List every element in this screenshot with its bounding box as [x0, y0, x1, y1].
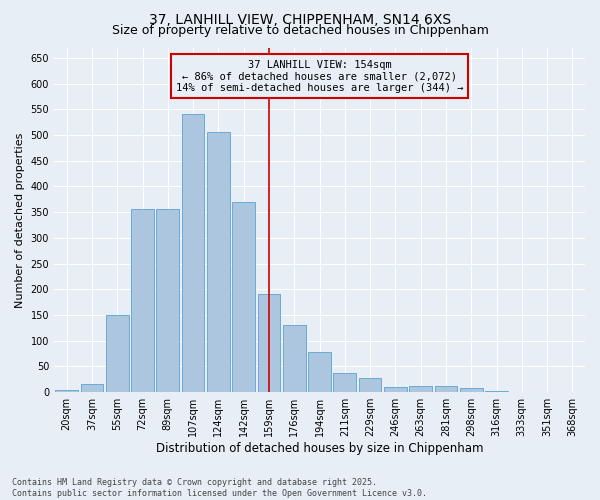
Bar — [334, 373, 356, 392]
Text: Size of property relative to detached houses in Chippenham: Size of property relative to detached ho… — [112, 24, 488, 37]
Text: 37, LANHILL VIEW, CHIPPENHAM, SN14 6XS: 37, LANHILL VIEW, CHIPPENHAM, SN14 6XS — [149, 12, 451, 26]
Bar — [207, 132, 230, 392]
Bar — [131, 208, 154, 392]
Bar — [232, 202, 255, 392]
Bar — [434, 386, 457, 392]
Text: 37 LANHILL VIEW: 154sqm
← 86% of detached houses are smaller (2,072)
14% of semi: 37 LANHILL VIEW: 154sqm ← 86% of detache… — [176, 60, 463, 93]
Y-axis label: Number of detached properties: Number of detached properties — [15, 132, 25, 308]
Bar — [257, 294, 280, 392]
Bar — [55, 390, 78, 392]
Bar — [283, 326, 305, 392]
Bar — [157, 208, 179, 392]
Bar — [460, 388, 482, 392]
Bar — [359, 378, 382, 392]
Bar — [308, 352, 331, 392]
Bar — [182, 114, 205, 392]
Bar — [80, 384, 103, 392]
Bar — [106, 315, 128, 392]
Bar — [485, 391, 508, 392]
Bar — [384, 387, 407, 392]
X-axis label: Distribution of detached houses by size in Chippenham: Distribution of detached houses by size … — [156, 442, 483, 455]
Text: Contains HM Land Registry data © Crown copyright and database right 2025.
Contai: Contains HM Land Registry data © Crown c… — [12, 478, 427, 498]
Bar — [409, 386, 432, 392]
